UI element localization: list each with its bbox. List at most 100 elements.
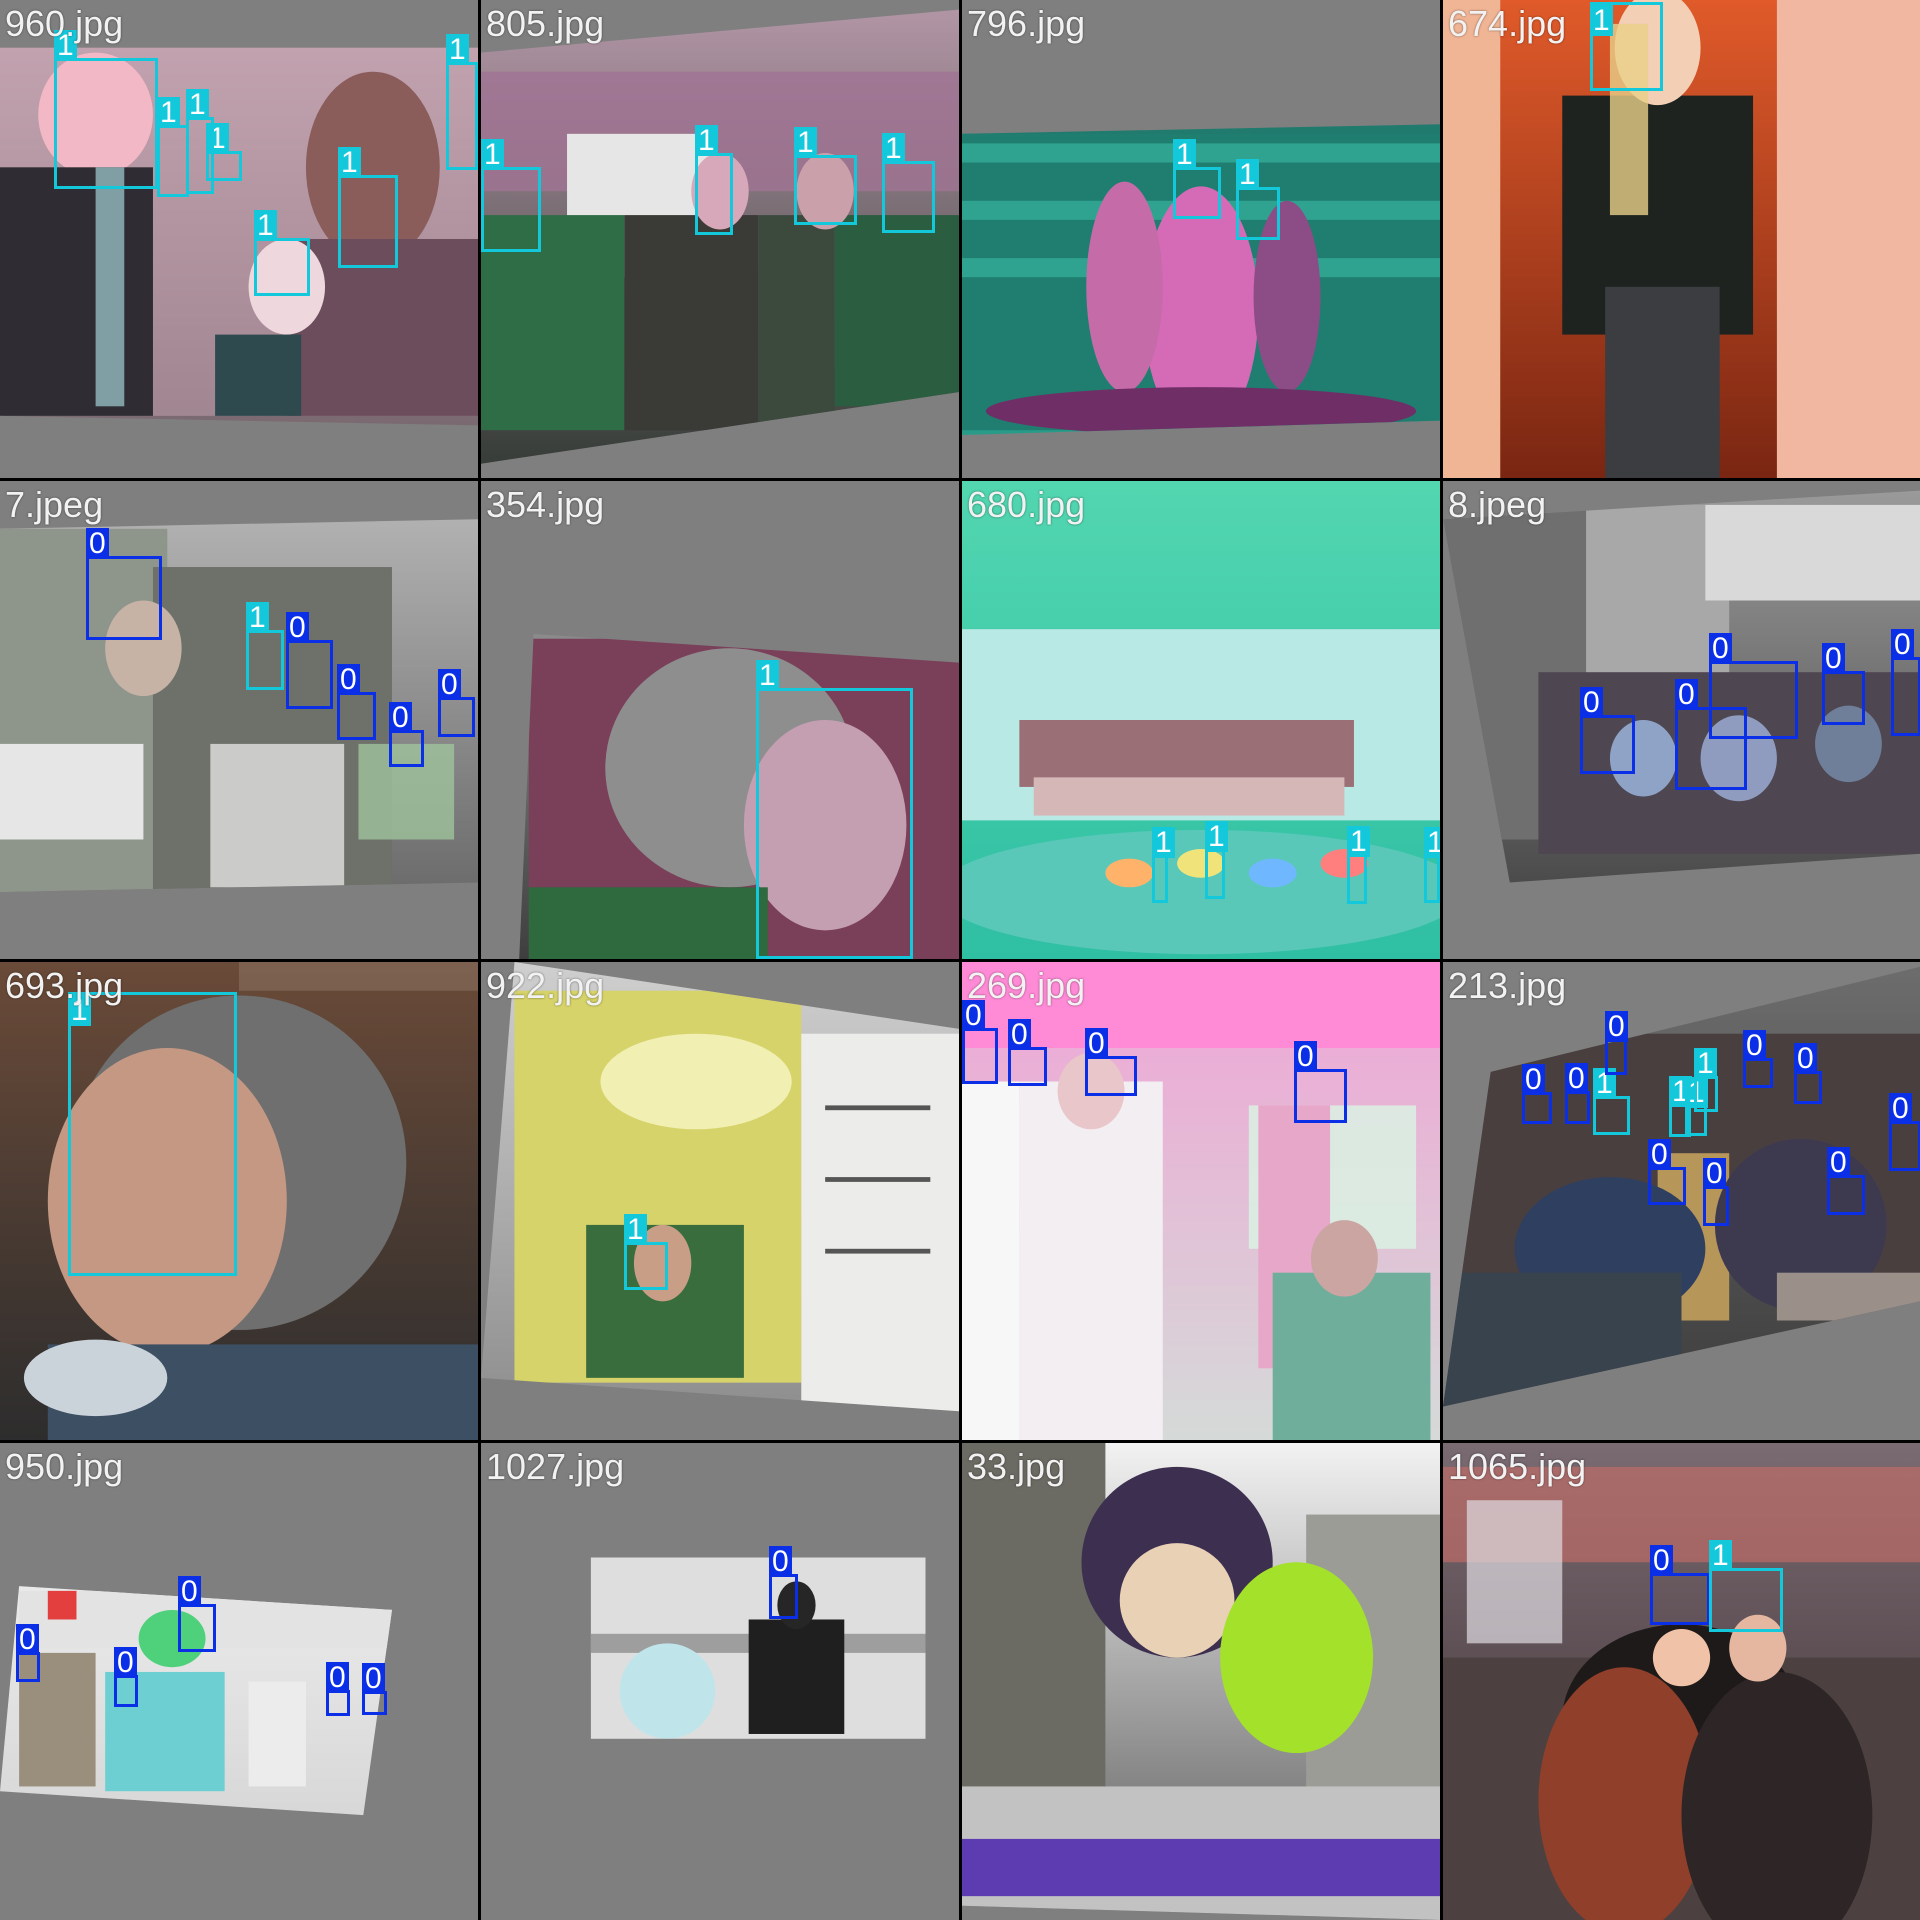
bbox-label: 1: [624, 1214, 647, 1245]
bbox-class-0: 0: [1294, 1041, 1347, 1123]
bbox-label: 0: [1703, 1158, 1726, 1189]
bbox-class-1: 1: [1173, 139, 1221, 219]
bbox-label: 1: [186, 89, 209, 120]
bbox-label: 0: [1648, 1139, 1671, 1170]
grid-tile: 1065.jpg 0 1: [1443, 1443, 1920, 1920]
augmented-photo: [0, 47, 478, 426]
grid-tile: 674.jpg 1: [1443, 0, 1920, 478]
tile-filename: 8.jpeg: [1448, 484, 1547, 525]
bbox-class-1: 1: [157, 97, 189, 197]
bbox-label: 1: [338, 147, 361, 178]
bbox-label: 0: [16, 1624, 39, 1655]
grid-tile: 269.jpg 0 0 0 0: [962, 962, 1440, 1440]
bbox-class-1: 1: [794, 127, 857, 225]
bbox-class-1: 1: [54, 30, 158, 189]
tile-filename: 1065.jpg: [1448, 1446, 1587, 1487]
augmented-photo: [519, 634, 959, 959]
bbox-label: 1: [1152, 827, 1175, 858]
bbox-class-1: 1: [68, 992, 237, 1276]
bbox-label: 0: [1008, 1019, 1031, 1050]
bbox-label: 0: [1889, 1093, 1912, 1124]
bbox-class-0: 0: [1565, 1063, 1590, 1124]
bbox-class-1: 1: [1205, 821, 1228, 899]
grid-tile: 213.jpg 0 0 1 0 0 1 1 1 0 0 0 0 0: [1443, 962, 1920, 1440]
tile-filename: 693.jpg: [5, 965, 124, 1006]
bbox-label: 1: [882, 133, 905, 164]
bbox-class-0: 0: [1648, 1139, 1686, 1205]
bbox-class-0: 0: [286, 612, 333, 709]
bbox-class-1: 1: [695, 125, 733, 235]
tile-filename: 269.jpg: [967, 965, 1086, 1006]
bbox-class-1: 1: [756, 660, 913, 959]
bbox-label: 1: [1173, 139, 1196, 170]
bbox-class-0: 0: [1827, 1147, 1865, 1215]
bbox-class-0: 0: [1794, 1043, 1822, 1104]
bbox-label: 0: [1565, 1063, 1588, 1094]
bbox-label: 1: [794, 127, 817, 158]
bbox-class-1: 1: [1424, 827, 1440, 903]
bbox-class-1: 1: [1152, 827, 1175, 903]
bbox-class-0: 0: [1703, 1158, 1729, 1226]
tile-filename: 950.jpg: [5, 1446, 124, 1487]
bbox-label: 1: [157, 97, 180, 128]
bbox-label: 1: [68, 995, 91, 1026]
bbox-label: 0: [1743, 1030, 1766, 1061]
bbox-label: 0: [86, 528, 109, 559]
grid-tile: 950.jpg 0 0 0 0 0: [0, 1443, 478, 1920]
bbox-class-1: 1: [254, 210, 310, 296]
bbox-label: 1: [446, 34, 469, 65]
tile-filename: 960.jpg: [5, 3, 124, 44]
bbox-class-1: 1: [624, 1214, 668, 1290]
bbox-label: 1: [756, 660, 779, 691]
bbox-class-0: 0: [326, 1662, 350, 1716]
bbox-class-0: 0: [1085, 1028, 1137, 1096]
bbox-label: 0: [1709, 633, 1732, 664]
bbox-label: 0: [1605, 1011, 1628, 1042]
bbox-class-0: 0: [1709, 633, 1798, 739]
tile-filename: 213.jpg: [1448, 965, 1567, 1006]
bbox-class-0: 0: [962, 1000, 998, 1084]
bbox-class-1: 1: [446, 34, 478, 170]
augmented-photo: [1443, 0, 1920, 478]
bbox-class-1: 1: [1347, 826, 1370, 904]
bbox-label: 1: [1593, 1068, 1616, 1099]
bbox-label: 0: [1827, 1147, 1850, 1178]
bbox-class-0: 0: [1605, 1011, 1628, 1075]
bbox-label: 0: [1675, 679, 1698, 710]
bbox-class-0: 0: [337, 664, 376, 740]
bbox-label: 1: [254, 210, 277, 241]
bbox-class-0: 0: [389, 702, 424, 767]
augmented-photo: [1443, 490, 1920, 883]
bbox-label: 1: [1205, 821, 1228, 852]
bbox-class-0: 0: [1822, 643, 1865, 725]
bbox-class-1: 1: [1694, 1048, 1718, 1112]
augmented-photo: [1443, 1443, 1920, 1920]
tile-filename: 7.jpeg: [5, 484, 104, 525]
augmented-photo: [0, 962, 478, 1440]
bbox-class-1: 1: [1709, 1540, 1783, 1632]
bbox-label: 0: [1580, 687, 1603, 718]
bbox-class-0: 0: [362, 1663, 387, 1715]
bbox-class-0: 0: [1008, 1019, 1047, 1086]
grid-tile: 33.jpg: [962, 1443, 1440, 1920]
bbox-class-0: 0: [1580, 687, 1635, 774]
tile-filename: 805.jpg: [486, 3, 605, 44]
tile-filename: 922.jpg: [486, 965, 605, 1006]
bbox-class-0: 0: [1891, 629, 1920, 736]
bbox-class-1: 1: [1590, 2, 1663, 91]
bbox-label: 0: [1822, 643, 1845, 674]
grid-tile: 805.jpg 1 1 1 1: [481, 0, 959, 478]
bbox-label: 0: [438, 669, 461, 700]
bbox-label: 1: [1236, 159, 1259, 190]
bbox-class-0: 0: [1522, 1064, 1552, 1124]
augmented-photo: [962, 1443, 1440, 1920]
bbox-label: 1: [1590, 5, 1613, 36]
bbox-label: 0: [1794, 1043, 1817, 1074]
grid-tile: 680.jpg 1 1 1 1: [962, 481, 1440, 959]
bbox-class-0: 0: [438, 669, 475, 737]
bbox-label: 0: [389, 702, 412, 733]
tile-filename: 674.jpg: [1448, 3, 1567, 44]
bbox-label: 1: [246, 602, 269, 633]
bbox-label: 0: [326, 1662, 349, 1693]
bbox-label: 0: [337, 664, 360, 695]
